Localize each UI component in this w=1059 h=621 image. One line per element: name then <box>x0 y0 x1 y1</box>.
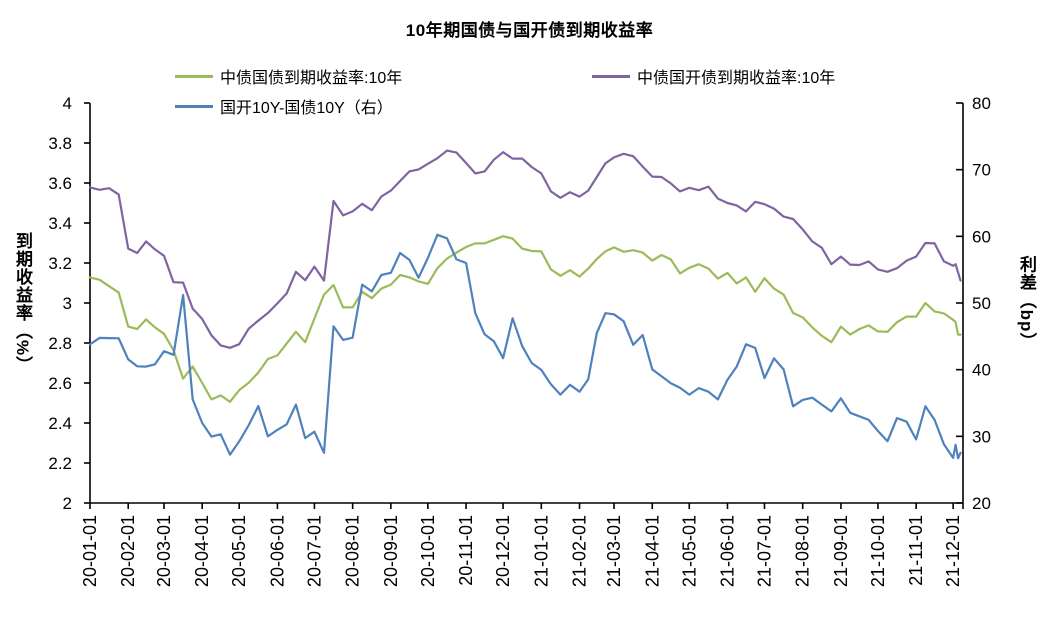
svg-text:30: 30 <box>972 427 991 446</box>
svg-text:21-03-01: 21-03-01 <box>604 515 624 587</box>
left-tick-labels: 2 2.2 2.4 2.6 2.8 3 3.2 3.4 3.6 3.8 4 <box>48 94 72 513</box>
legend-line-icon <box>592 74 630 78</box>
svg-text:20-03-01: 20-03-01 <box>154 515 174 587</box>
legend-label: 国开10Y-国债10Y（右） <box>220 100 393 117</box>
x-tick-labels: 20-01-01 20-02-01 20-03-01 20-04-01 20-05-01… <box>80 515 963 587</box>
svg-text:4: 4 <box>63 94 72 113</box>
series-line-1 <box>88 149 962 349</box>
svg-text:3.8: 3.8 <box>48 134 72 153</box>
svg-text:20-09-01: 20-09-01 <box>381 515 401 587</box>
svg-text:20-10-01: 20-10-01 <box>418 515 438 587</box>
svg-text:21-06-01: 21-06-01 <box>717 515 737 587</box>
svg-text:3: 3 <box>63 294 72 313</box>
left-axis-title: 到期收益率（%） <box>13 231 32 375</box>
legend-item-spread: 国开10Y-国债10Y（右） <box>175 96 393 117</box>
svg-text:3.4: 3.4 <box>48 214 72 233</box>
svg-text:20-11-01: 20-11-01 <box>456 515 476 586</box>
axes <box>84 102 964 509</box>
svg-text:20: 20 <box>972 494 991 513</box>
svg-text:80: 80 <box>972 94 991 113</box>
svg-text:21-02-01: 21-02-01 <box>570 515 590 587</box>
svg-text:21-05-01: 21-05-01 <box>679 515 699 587</box>
svg-text:20-01-01: 20-01-01 <box>80 515 100 587</box>
legend-label: 中债国债到期收益率:10年 <box>220 70 403 87</box>
legend-line-icon <box>175 104 213 108</box>
svg-text:3.2: 3.2 <box>48 254 72 273</box>
right-tick-labels: 20 30 40 50 60 70 80 <box>972 94 991 513</box>
svg-text:21-11-01: 21-11-01 <box>906 515 926 586</box>
svg-text:70: 70 <box>972 161 991 180</box>
svg-text:2: 2 <box>63 494 72 513</box>
svg-text:40: 40 <box>972 361 991 380</box>
svg-text:21-07-01: 21-07-01 <box>754 515 774 587</box>
svg-text:20-02-01: 20-02-01 <box>118 515 138 587</box>
svg-text:3.6: 3.6 <box>48 174 72 193</box>
svg-text:21-09-01: 21-09-01 <box>831 515 851 587</box>
series-line-2 <box>88 233 962 460</box>
svg-text:2.6: 2.6 <box>48 374 72 393</box>
svg-text:21-10-01: 21-10-01 <box>868 515 888 587</box>
svg-text:20-04-01: 20-04-01 <box>192 515 212 587</box>
svg-text:60: 60 <box>972 227 991 246</box>
legend-label: 中债国开债到期收益率:10年 <box>637 70 836 87</box>
right-axis-title: 利差（bp） <box>1017 255 1036 351</box>
svg-text:21-12-01: 21-12-01 <box>943 515 963 587</box>
svg-text:21-08-01: 21-08-01 <box>793 515 813 587</box>
svg-text:20-06-01: 20-06-01 <box>267 515 287 587</box>
svg-text:20-08-01: 20-08-01 <box>343 515 363 587</box>
series-line-0 <box>88 235 962 403</box>
svg-text:2.8: 2.8 <box>48 334 72 353</box>
svg-text:2.2: 2.2 <box>48 454 72 473</box>
legend-item-cdb: 中债国开债到期收益率:10年 <box>592 66 836 87</box>
legend-line-icon <box>175 74 213 78</box>
svg-text:21-04-01: 21-04-01 <box>642 515 662 587</box>
chart-title: 10年期国债与国开债到期收益率 <box>405 21 654 40</box>
svg-text:21-01-01: 21-01-01 <box>531 515 551 587</box>
svg-text:50: 50 <box>972 294 991 313</box>
svg-text:2.4: 2.4 <box>48 414 72 433</box>
svg-text:20-05-01: 20-05-01 <box>229 515 249 587</box>
legend-item-treasury: 中债国债到期收益率:10年 <box>175 66 403 87</box>
svg-text:20-07-01: 20-07-01 <box>304 515 324 587</box>
svg-text:20-12-01: 20-12-01 <box>493 515 513 587</box>
